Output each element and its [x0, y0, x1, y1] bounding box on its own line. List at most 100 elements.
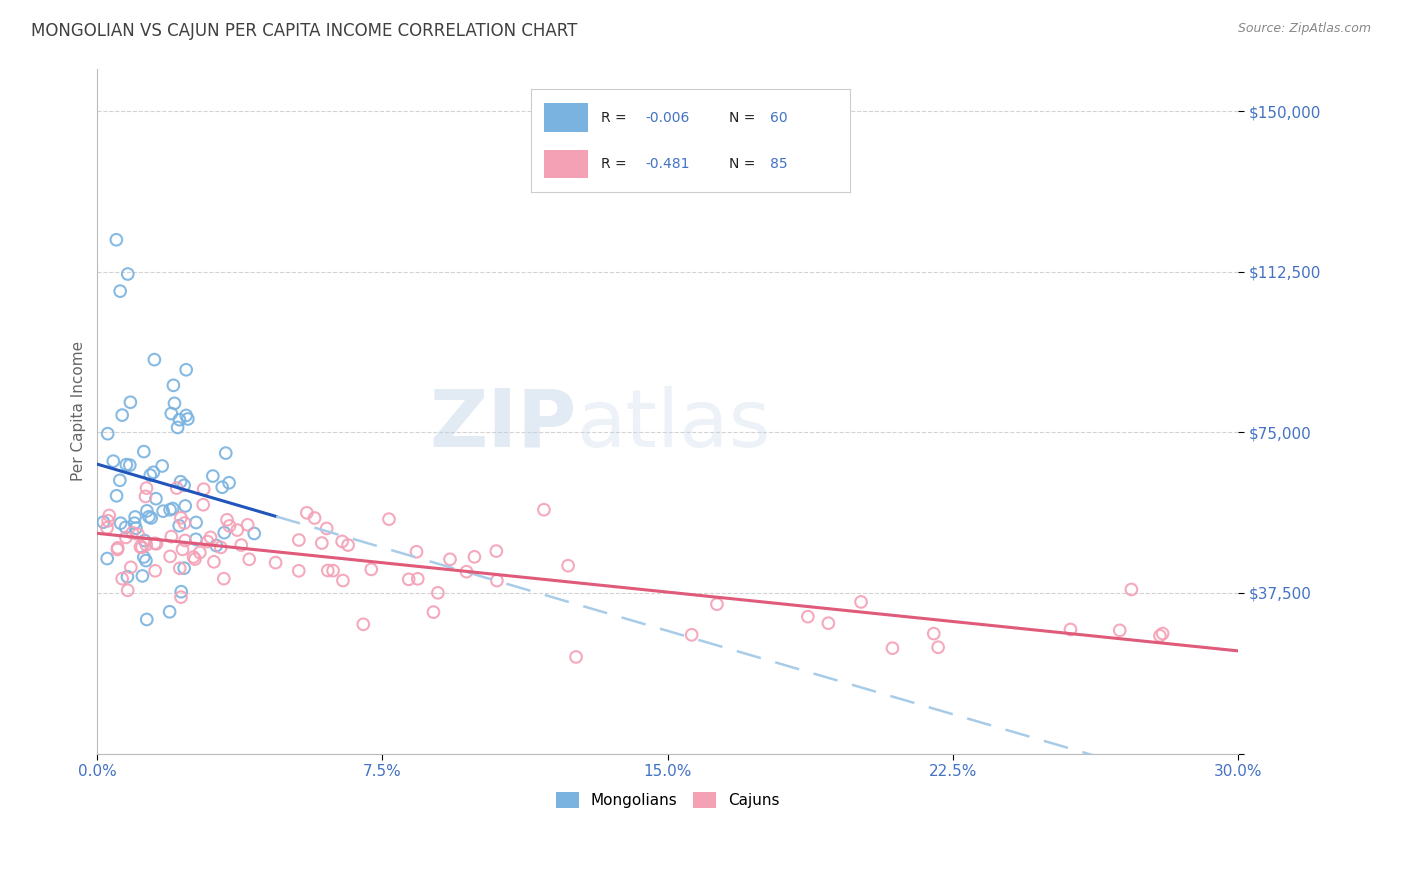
Point [163, 396, 186, 410]
Text: Source: ZipAtlas.com: Source: ZipAtlas.com [1237, 22, 1371, 36]
Point [243, 526, 266, 541]
Point [117, 570, 139, 584]
Point [352, 617, 374, 632]
Point [107, 541, 129, 555]
Text: ZIP: ZIP [429, 385, 576, 464]
Point [96, 521, 118, 535]
Point [135, 612, 157, 626]
Point [422, 605, 444, 619]
Point [927, 640, 949, 655]
Point [125, 521, 148, 535]
Point [115, 531, 138, 545]
Point [332, 574, 354, 588]
Point [211, 480, 233, 494]
Point [1121, 582, 1143, 597]
Point [169, 561, 191, 575]
Point [131, 569, 153, 583]
Point [162, 501, 184, 516]
Point [111, 408, 134, 422]
Point [143, 564, 166, 578]
Point [135, 504, 157, 518]
Point [378, 512, 401, 526]
Point [120, 395, 142, 409]
Point [236, 517, 259, 532]
Point [103, 454, 125, 468]
Point [114, 520, 136, 534]
Point [111, 572, 134, 586]
Point [295, 506, 318, 520]
Point [218, 475, 240, 490]
Point [215, 513, 238, 527]
Point [212, 525, 235, 540]
Point [322, 564, 344, 578]
Point [166, 420, 188, 434]
Point [360, 562, 382, 576]
Point [160, 407, 183, 421]
Point [132, 444, 155, 458]
Point [565, 649, 588, 664]
Legend: Mongolians, Cajuns: Mongolians, Cajuns [550, 786, 786, 814]
Point [169, 413, 191, 427]
Point [131, 541, 153, 555]
Point [200, 530, 222, 544]
Point [337, 538, 360, 552]
Point [330, 534, 353, 549]
Point [105, 233, 128, 247]
Point [167, 518, 190, 533]
Point [108, 284, 131, 298]
Point [456, 565, 478, 579]
Point [134, 490, 156, 504]
Point [173, 516, 195, 530]
Point [96, 551, 118, 566]
Point [485, 544, 508, 558]
Point [159, 549, 181, 564]
Point [138, 509, 160, 524]
Point [173, 561, 195, 575]
Point [162, 378, 184, 392]
Point [264, 556, 287, 570]
Point [124, 516, 146, 531]
Point [226, 523, 249, 537]
Point [174, 533, 197, 548]
Point [127, 527, 149, 541]
Point [174, 409, 197, 423]
Point [316, 564, 339, 578]
Point [849, 595, 872, 609]
Point [1149, 629, 1171, 643]
Point [1152, 626, 1174, 640]
Point [117, 583, 139, 598]
Point [117, 267, 139, 281]
Point [231, 538, 253, 552]
Point [110, 516, 132, 531]
Point [141, 511, 163, 525]
Point [426, 586, 449, 600]
Point [145, 491, 167, 506]
Point [169, 475, 191, 489]
Point [218, 519, 240, 533]
Point [108, 473, 131, 487]
Point [132, 549, 155, 564]
Point [129, 540, 152, 554]
Point [209, 541, 232, 555]
Point [97, 426, 120, 441]
Point [97, 514, 120, 528]
Point [197, 534, 219, 549]
Point [215, 446, 238, 460]
Point [174, 363, 197, 377]
Point [98, 508, 121, 523]
Y-axis label: Per Capita Income: Per Capita Income [72, 341, 86, 481]
Point [121, 525, 143, 540]
Point [681, 628, 703, 642]
Point [405, 545, 427, 559]
Point [311, 536, 333, 550]
Point [706, 597, 728, 611]
Point [1108, 624, 1130, 638]
Point [485, 574, 508, 588]
Text: atlas: atlas [576, 385, 770, 464]
Point [93, 515, 115, 529]
Point [170, 590, 193, 604]
Point [142, 466, 165, 480]
Point [159, 502, 181, 516]
Point [288, 533, 311, 547]
Point [238, 552, 260, 566]
